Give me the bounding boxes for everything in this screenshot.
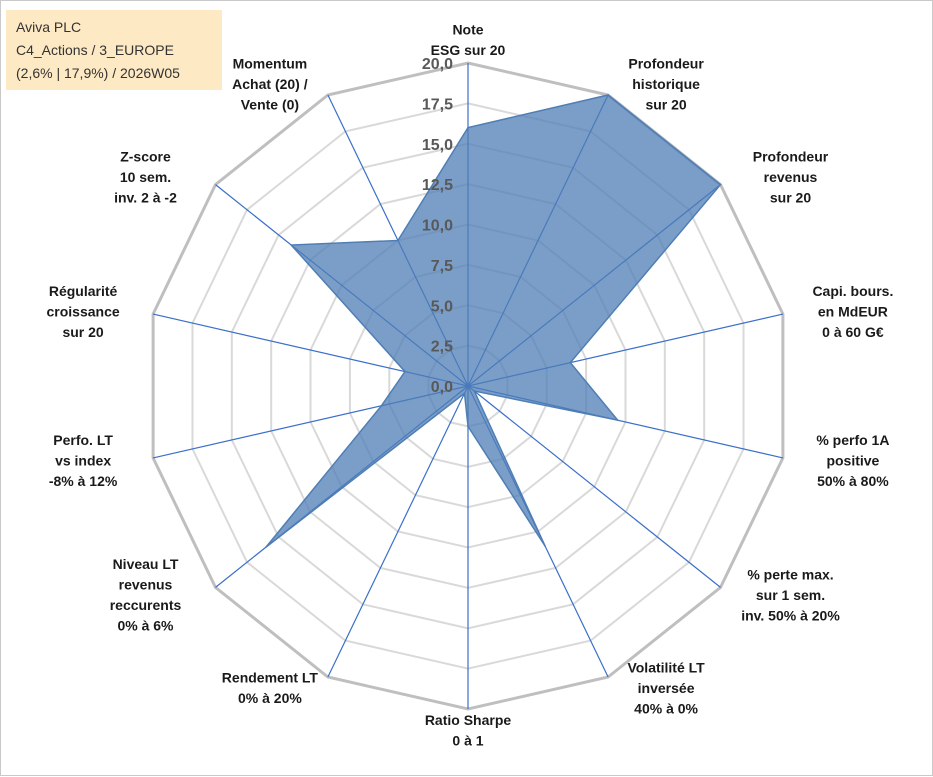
tick-label: 5,0	[431, 298, 453, 315]
axis-label-line: Achat (20) /	[232, 76, 308, 92]
axis-label: % perfo 1A positive 50% à 80%	[816, 432, 889, 489]
axis-label: Ratio Sharpe 0 à 1	[425, 712, 512, 749]
axis-label-line: Profondeur	[628, 56, 704, 72]
axis-label-line: sur 1 sem.	[756, 587, 825, 603]
series-area	[265, 94, 722, 548]
tick-label: 7,5	[431, 258, 453, 275]
tick-label: 17,5	[422, 96, 453, 113]
data-point	[719, 183, 722, 186]
axis-labels: Note ESG sur 20 Profondeur historique sur 20…	[47, 22, 894, 749]
axis-label-line: en MdEUR	[818, 304, 888, 320]
axis-label-line: 50% à 80%	[817, 473, 889, 489]
axis-label-line: revenus	[764, 169, 818, 185]
axis-label: Capi. bours. en MdEUR 0 à 60 G€	[812, 283, 893, 340]
axis-label-line: Niveau LT	[113, 556, 179, 572]
axis-label: Rendement LT 0% à 20%	[222, 670, 319, 707]
axis-label: Régularité croissance sur 20	[47, 283, 120, 340]
tick-label: 15,0	[422, 137, 453, 154]
tick-label: 20,0	[422, 56, 453, 73]
axis-label-line: historique	[632, 76, 700, 92]
axis-label-line: Note	[452, 22, 483, 38]
data-point	[404, 370, 406, 373]
tick-label: 2,5	[431, 339, 453, 356]
category-label: C4_Actions / 3_EUROPE	[16, 42, 174, 58]
axis-label-line: croissance	[47, 304, 120, 320]
tick-label: 12,5	[422, 177, 453, 194]
axis-label-line: 10 sem.	[120, 169, 171, 185]
axis-label-line: revenus	[119, 577, 173, 593]
axis-label-line: sur 20	[645, 97, 686, 113]
radial-tick-labels: 0,0 2,5 5,0 7,5 10,0 12,5 15,0 17,5 20,0	[422, 56, 453, 396]
axis-label-line: 40% à 0%	[634, 700, 698, 716]
data-point	[569, 361, 572, 364]
axis-label-line: Vente (0)	[241, 97, 299, 113]
axis-label: Z-score 10 sem. inv. 2 à -2	[114, 149, 177, 206]
axis-label-line: 0% à 6%	[117, 618, 174, 634]
data-series	[265, 94, 722, 548]
axis-label-line: Capi. bours.	[812, 283, 893, 299]
data-point	[463, 392, 466, 395]
axis-label: Note ESG sur 20	[431, 22, 506, 59]
axis-label-line: Profondeur	[753, 149, 829, 165]
axis-label-line: 0 à 1	[452, 733, 483, 749]
axis-spoke	[327, 385, 469, 678]
axis-spoke	[467, 385, 721, 588]
axis-label-line: % perfo 1A	[816, 432, 889, 448]
axis-label-line: reccurents	[110, 597, 182, 613]
axis-label-line: inversée	[638, 680, 695, 696]
axis-label-line: inv. 50% à 20%	[741, 607, 840, 623]
axis-label-line: inv. 2 à -2	[114, 190, 177, 206]
axis-label-line: positive	[826, 453, 879, 469]
axis-label-line: vs index	[55, 453, 111, 469]
axis-label-line: Volatilité LT	[627, 659, 705, 675]
data-point	[473, 390, 476, 392]
axis-label-line: 0 à 60 G€	[822, 324, 884, 340]
data-point	[290, 244, 293, 246]
info-box: Aviva PLC C4_Actions / 3_EUROPE (2,6% | …	[6, 10, 222, 90]
axis-label-line: % perte max.	[747, 566, 833, 582]
axis-label: Momentum Achat (20) / Vente (0)	[232, 56, 308, 113]
tick-label: 10,0	[422, 218, 453, 235]
data-point	[397, 239, 399, 242]
axis-label: Niveau LT revenus reccurents 0% à 6%	[110, 556, 182, 634]
data-point	[544, 545, 546, 547]
axis-label-line: sur 20	[62, 324, 103, 340]
axis-label-line: Régularité	[49, 283, 118, 299]
data-point	[616, 419, 619, 421]
data-point	[607, 94, 609, 96]
data-point	[380, 405, 383, 407]
axis-label-line: -8% à 12%	[49, 473, 118, 489]
axis-label: % perte max. sur 1 sem. inv. 50% à 20%	[741, 566, 840, 623]
axis-label: Volatilité LT inversée 40% à 0%	[627, 659, 705, 716]
axis-label-line: ESG sur 20	[431, 42, 506, 58]
axis-label-line: sur 20	[770, 190, 811, 206]
axis-label-line: Z-score	[120, 149, 171, 165]
tick-label: 0,0	[431, 379, 453, 396]
axis-label-line: 0% à 20%	[238, 690, 302, 706]
axis-label-line: Momentum	[233, 56, 308, 72]
axis-label-line: Perfo. LT	[53, 432, 113, 448]
data-point	[265, 546, 267, 548]
axis-label: Profondeur historique sur 20	[628, 56, 704, 113]
stats-label: (2,6% | 17,9%) / 2026W05	[16, 65, 180, 81]
data-point	[467, 126, 469, 129]
axis-label: Perfo. LT vs index -8% à 12%	[49, 432, 118, 489]
axis-label-line: Ratio Sharpe	[425, 712, 512, 728]
axis-label-line: Rendement LT	[222, 670, 319, 686]
axis-label: Profondeur revenus sur 20	[753, 149, 829, 206]
data-point	[467, 425, 469, 428]
company-name: Aviva PLC	[16, 19, 82, 35]
